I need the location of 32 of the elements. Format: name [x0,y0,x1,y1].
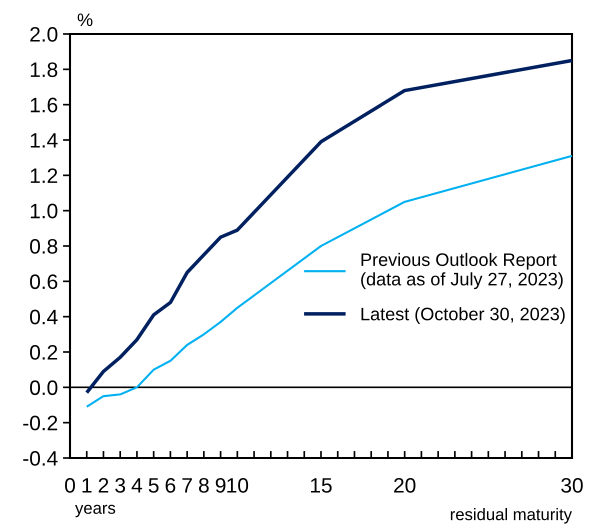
x-tick-label: 5 [148,478,159,493]
y-axis-title: % [78,13,92,26]
y-tick-label: 2.0 [30,27,58,42]
x-tick-label: 6 [166,478,176,493]
y-tick-label: 0.4 [30,310,58,324]
x-tick-label: 1 [82,478,92,493]
x-tick-label: 0 [65,478,75,493]
y-tick-label: -0.2 [23,416,58,430]
y-tick-label: 1.6 [30,98,58,112]
x-tick-label: 15 [311,478,332,493]
y-tick-label: 1.2 [30,168,58,183]
y-tick-label: 0.2 [30,345,58,360]
x-tick-label: 3 [115,478,126,493]
x-tick-label: 20 [394,478,416,493]
legend-label: Latest (October 30, 2023) [362,307,565,324]
x-tick-label: 8 [198,478,209,493]
x-tick-label: 9 [216,478,226,493]
y-tick-label: -0.4 [23,451,58,466]
y-tick-label: 1.0 [30,204,58,218]
x-tick-label: 10 [227,478,248,493]
x-axis-title: residual maturity [450,508,572,524]
y-tick-label: 1.8 [30,62,58,78]
legend-label: Previous Outlook Report (data as of July 27, 2023) [361,252,563,290]
x-tick-label: 4 [132,478,142,493]
y-tick-label: 0.8 [30,239,58,254]
x-tick-label: 7 [182,478,192,493]
y-tick-label: 0.6 [30,274,58,290]
text: years [75,504,116,518]
y-tick-label: 0.0 [30,380,58,396]
x-tick-label: 30 [561,478,583,493]
y-tick-label: 1.4 [30,133,58,148]
x-tick-label: 2 [98,478,108,493]
